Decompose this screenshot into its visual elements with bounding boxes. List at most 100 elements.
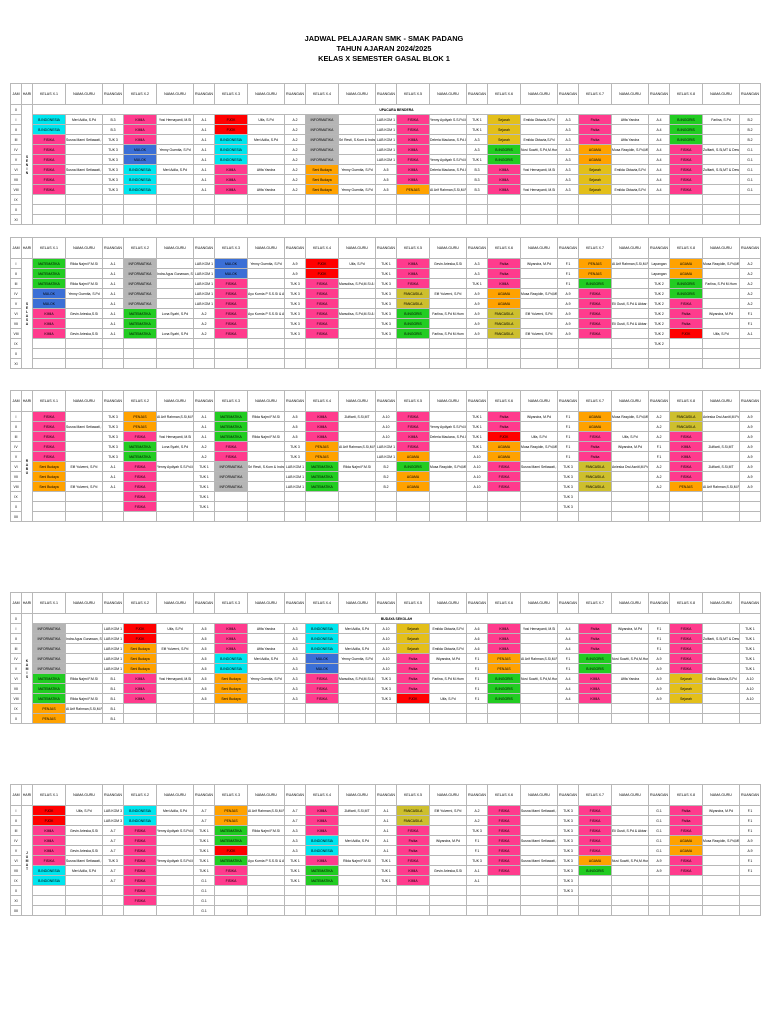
table-row: VII MATEMATIKA B.1 KIMIA A.5 Seni Budaya A.3 FI… bbox=[10, 683, 761, 694]
room-cell bbox=[375, 885, 397, 896]
schedule-table: JAM HARI KELAS X.1 NAMA GURU RUANGAN KELAS X.… bbox=[10, 784, 761, 916]
subject-cell bbox=[669, 895, 703, 906]
room-cell bbox=[284, 703, 306, 714]
teacher-cell bbox=[65, 204, 103, 215]
jam-cell: V bbox=[10, 845, 22, 856]
teacher-cell bbox=[247, 713, 285, 724]
subject-cell bbox=[123, 194, 157, 205]
room-header: RUANGAN bbox=[466, 237, 488, 259]
room-cell: TUK 1 bbox=[193, 845, 215, 856]
teacher-cell bbox=[156, 653, 194, 664]
table-row: IX bbox=[10, 194, 761, 205]
subject-cell: AGAMA bbox=[487, 451, 521, 462]
teacher-cell bbox=[247, 298, 285, 309]
teacher-cell bbox=[611, 421, 649, 432]
jam-cell: IX bbox=[10, 703, 22, 714]
subject-cell bbox=[305, 511, 339, 522]
teacher-header: NAMA GURU bbox=[429, 237, 467, 259]
subject-cell bbox=[669, 358, 703, 369]
subject-cell: PENJAS bbox=[487, 653, 521, 664]
subject-cell: Seni Budaya bbox=[123, 663, 157, 674]
subject-cell: Sejarah bbox=[396, 643, 430, 654]
teacher-cell bbox=[338, 511, 376, 522]
subject-cell: Seni Budaya bbox=[305, 174, 339, 185]
subject-cell: KIMIA bbox=[396, 431, 430, 442]
room-header: RUANGAN bbox=[557, 784, 579, 806]
subject-cell bbox=[214, 214, 248, 225]
room-cell: TUK 3 bbox=[102, 164, 124, 175]
table-row: II B.INDONESIA B.3 KIMIA A.1 PJOK A.2 INFORMATI… bbox=[10, 124, 761, 135]
room-cell: A.9 bbox=[739, 845, 761, 856]
teacher-cell: Meri Adila, S.Pd bbox=[338, 643, 376, 654]
subject-cell: FISIKA bbox=[305, 318, 339, 329]
room-cell bbox=[739, 895, 761, 906]
class-header: KELAS X.6 bbox=[487, 83, 521, 105]
teacher-cell: Rilda Najmi F.M.Si bbox=[247, 431, 285, 442]
teacher-cell bbox=[429, 144, 467, 155]
room-cell bbox=[102, 358, 124, 369]
teacher-cell: Susna Marni Setiawati, ST & Deleria Maul… bbox=[520, 805, 558, 816]
jam-cell: VI bbox=[10, 673, 22, 684]
teacher-cell bbox=[429, 348, 467, 359]
teacher-cell bbox=[65, 683, 103, 694]
teacher-header: NAMA GURU bbox=[611, 237, 649, 259]
teacher-cell bbox=[429, 713, 467, 724]
room-cell: TUK 3 bbox=[557, 845, 579, 856]
room-cell bbox=[193, 214, 215, 225]
room-cell: A.2 bbox=[284, 124, 306, 135]
subject-cell: INFORMATIKA bbox=[32, 643, 66, 654]
teacher-cell bbox=[520, 683, 558, 694]
table-row: III MATEMATIKA Rilda Najmi F.M.Si A.1 INFORM… bbox=[10, 278, 761, 289]
room-cell: A.9 bbox=[466, 308, 488, 319]
room-cell: A.5 bbox=[193, 673, 215, 684]
teacher-cell: Farlina, S.Pd M.Hum bbox=[429, 308, 467, 319]
room-cell: G.1 bbox=[193, 905, 215, 916]
teacher-cell bbox=[156, 683, 194, 694]
subject-cell bbox=[123, 358, 157, 369]
table-row: IV INFORMATIKA LAB KOM 1 Seni Budaya A.5 B.IN… bbox=[10, 653, 761, 664]
subject-cell: AGAMA bbox=[396, 481, 430, 492]
room-cell: A.2 bbox=[193, 441, 215, 452]
jam-cell: VIII bbox=[10, 184, 22, 195]
teacher-cell: Anieska Dwi Asnitl,M.Pd bbox=[611, 461, 649, 472]
teacher-header: NAMA GURU bbox=[65, 784, 103, 806]
teacher-cell bbox=[702, 338, 740, 349]
teacher-cell bbox=[702, 154, 740, 165]
subject-cell: KIMIA bbox=[305, 431, 339, 442]
subject-cell: FISIKA bbox=[578, 318, 612, 329]
subject-cell: FISIKA bbox=[396, 114, 430, 125]
subject-cell: INFORMATIKA bbox=[305, 134, 339, 145]
teacher-header: NAMA GURU bbox=[611, 592, 649, 614]
room-cell: G.1 bbox=[648, 805, 670, 816]
jam-cell: 0 bbox=[10, 613, 22, 624]
subject-cell bbox=[578, 703, 612, 714]
teacher-cell bbox=[156, 905, 194, 916]
room-cell: A.2 bbox=[739, 278, 761, 289]
teacher-cell bbox=[65, 144, 103, 155]
room-cell: F.1 bbox=[466, 845, 488, 856]
subject-cell bbox=[578, 895, 612, 906]
room-cell bbox=[284, 895, 306, 906]
teacher-cell bbox=[520, 633, 558, 644]
teacher-cell: Susna Marni Setiawati, ST & Deleria Maul… bbox=[520, 461, 558, 472]
subject-cell: KIMIA bbox=[396, 875, 430, 886]
room-cell: B.2 bbox=[739, 124, 761, 135]
day-letter: U bbox=[25, 854, 29, 859]
teacher-header: NAMA GURU bbox=[702, 784, 740, 806]
subject-cell: B.INDONESIA bbox=[305, 633, 339, 644]
teacher-cell: Meri Adila, S.Pd bbox=[156, 805, 194, 816]
room-cell: TUK 3 bbox=[557, 805, 579, 816]
room-cell: B.1 bbox=[102, 683, 124, 694]
room-cell: G.1 bbox=[193, 885, 215, 896]
table-row: V MULOK A.1 INFORMATIKA LAB KOM 1 FISIKA TUK 3… bbox=[10, 298, 761, 309]
room-header: RUANGAN bbox=[193, 83, 215, 105]
room-cell: TUK 3 bbox=[102, 174, 124, 185]
subject-cell: Seni Budaya bbox=[214, 683, 248, 694]
room-cell: A.5 bbox=[193, 663, 215, 674]
room-cell: TUK 3 bbox=[557, 471, 579, 482]
subject-cell: FISIKA bbox=[669, 855, 703, 866]
teacher-cell bbox=[338, 194, 376, 205]
room-cell: TUK 1 bbox=[375, 865, 397, 876]
teacher-cell bbox=[702, 204, 740, 215]
subject-cell: Fisika bbox=[578, 643, 612, 654]
